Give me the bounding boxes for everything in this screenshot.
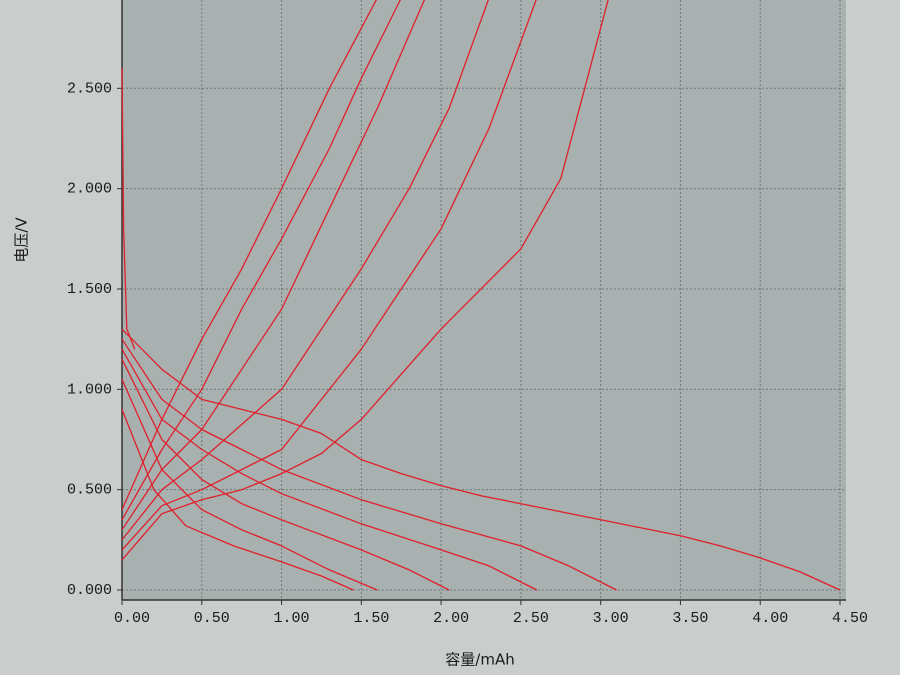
x-tick-label: 3.00 [593, 610, 629, 627]
series-line [121, 0, 537, 551]
x-tick-label: 1.00 [274, 610, 310, 627]
y-axis-title: 电压/V [13, 217, 31, 263]
series-line [121, 0, 489, 541]
x-tick-label: 3.50 [672, 610, 708, 627]
y-tick-label: 1.500 [67, 281, 112, 298]
x-tick-label: 0.50 [194, 610, 230, 627]
x-tick-label: 4.50 [832, 610, 868, 627]
y-tick-label: 0.500 [67, 482, 112, 499]
x-tick-label: 2.00 [433, 610, 469, 627]
x-axis-title: 容量/mAh [445, 651, 514, 669]
series-line [121, 409, 354, 591]
y-tick-label: 0.000 [67, 582, 112, 599]
series-line [121, 0, 609, 561]
y-tick-label: 2.000 [67, 181, 112, 198]
series-line [121, 0, 426, 531]
y-tick-label: 2.500 [67, 80, 112, 97]
series-line [121, 68, 136, 350]
y-tick-label: 1.000 [67, 381, 112, 398]
series-line [121, 358, 450, 591]
x-tick-label: 4.00 [752, 610, 788, 627]
series-line [121, 338, 617, 591]
series-line [121, 0, 401, 521]
x-tick-label: 0.00 [114, 610, 150, 627]
series-line [121, 0, 377, 510]
series-line [121, 328, 841, 591]
x-tick-label: 1.50 [353, 610, 389, 627]
x-tick-label: 2.50 [513, 610, 549, 627]
plot-area [122, 0, 846, 600]
